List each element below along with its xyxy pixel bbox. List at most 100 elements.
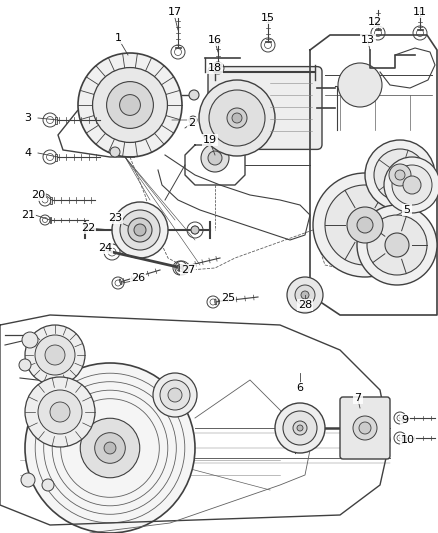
Circle shape — [301, 291, 309, 299]
Polygon shape — [175, 47, 181, 48]
Circle shape — [232, 113, 242, 123]
Text: 25: 25 — [221, 293, 235, 303]
Circle shape — [92, 68, 167, 142]
Polygon shape — [55, 117, 57, 124]
Circle shape — [395, 170, 405, 180]
Circle shape — [347, 207, 383, 243]
Polygon shape — [119, 279, 122, 285]
Circle shape — [227, 108, 247, 128]
Circle shape — [128, 218, 152, 242]
Circle shape — [160, 380, 190, 410]
Circle shape — [297, 425, 303, 431]
Polygon shape — [375, 29, 381, 30]
Circle shape — [295, 285, 315, 305]
Circle shape — [389, 164, 411, 186]
Circle shape — [359, 422, 371, 434]
Polygon shape — [402, 415, 403, 421]
Text: 21: 21 — [21, 210, 35, 220]
FancyBboxPatch shape — [208, 67, 322, 149]
Polygon shape — [417, 29, 423, 30]
Text: 16: 16 — [208, 35, 222, 45]
Text: 1: 1 — [114, 33, 121, 43]
Polygon shape — [402, 435, 403, 441]
Circle shape — [189, 90, 199, 100]
Circle shape — [80, 418, 140, 478]
Circle shape — [25, 363, 195, 533]
Circle shape — [338, 63, 382, 107]
Circle shape — [313, 173, 417, 277]
Text: 26: 26 — [131, 273, 145, 283]
Circle shape — [168, 388, 182, 402]
Circle shape — [110, 147, 120, 157]
Circle shape — [199, 80, 275, 156]
Text: 9: 9 — [402, 415, 409, 425]
Text: 20: 20 — [31, 190, 45, 200]
Text: 2: 2 — [188, 118, 195, 128]
Text: 15: 15 — [261, 13, 275, 23]
Circle shape — [357, 205, 437, 285]
Circle shape — [153, 373, 197, 417]
Polygon shape — [215, 64, 221, 65]
Circle shape — [106, 82, 153, 128]
Text: 23: 23 — [108, 213, 122, 223]
Circle shape — [25, 325, 85, 385]
Circle shape — [35, 335, 75, 375]
Text: 3: 3 — [25, 113, 32, 123]
Circle shape — [293, 421, 307, 435]
Circle shape — [357, 217, 373, 233]
Text: 12: 12 — [368, 17, 382, 27]
Circle shape — [209, 90, 265, 146]
Polygon shape — [265, 41, 271, 42]
Circle shape — [45, 345, 65, 365]
Circle shape — [104, 442, 116, 454]
Text: 18: 18 — [208, 63, 222, 73]
Circle shape — [208, 151, 222, 165]
Circle shape — [365, 140, 435, 210]
Circle shape — [201, 144, 229, 172]
Circle shape — [42, 479, 54, 491]
Circle shape — [392, 165, 432, 205]
Circle shape — [353, 416, 377, 440]
Polygon shape — [215, 299, 216, 305]
Text: 22: 22 — [81, 223, 95, 233]
Circle shape — [25, 377, 95, 447]
Text: 27: 27 — [181, 265, 195, 275]
Text: 13: 13 — [361, 35, 375, 45]
Circle shape — [283, 411, 317, 445]
Text: 11: 11 — [413, 7, 427, 17]
Text: 17: 17 — [168, 7, 182, 17]
Circle shape — [134, 224, 146, 236]
Text: 5: 5 — [403, 205, 410, 215]
Polygon shape — [177, 265, 180, 271]
Circle shape — [78, 53, 182, 157]
Polygon shape — [50, 197, 52, 204]
Text: 24: 24 — [98, 243, 112, 253]
Circle shape — [384, 157, 438, 213]
Circle shape — [385, 233, 409, 257]
Circle shape — [95, 433, 125, 463]
Polygon shape — [55, 154, 57, 160]
Circle shape — [22, 332, 38, 348]
Circle shape — [374, 149, 426, 201]
Circle shape — [120, 94, 141, 116]
Circle shape — [275, 403, 325, 453]
Circle shape — [287, 277, 323, 313]
Circle shape — [21, 473, 35, 487]
Circle shape — [325, 185, 405, 265]
FancyBboxPatch shape — [340, 397, 390, 459]
Text: 19: 19 — [203, 135, 217, 145]
Text: 7: 7 — [354, 393, 361, 403]
Text: 4: 4 — [25, 148, 32, 158]
Circle shape — [112, 202, 168, 258]
Circle shape — [403, 176, 421, 194]
Text: 10: 10 — [401, 435, 415, 445]
Circle shape — [50, 402, 70, 422]
Circle shape — [38, 390, 82, 434]
Circle shape — [19, 359, 31, 371]
Circle shape — [367, 215, 427, 275]
Text: 6: 6 — [297, 383, 304, 393]
Circle shape — [191, 226, 199, 234]
Polygon shape — [50, 217, 51, 223]
Text: 28: 28 — [298, 300, 312, 310]
Circle shape — [120, 210, 160, 250]
